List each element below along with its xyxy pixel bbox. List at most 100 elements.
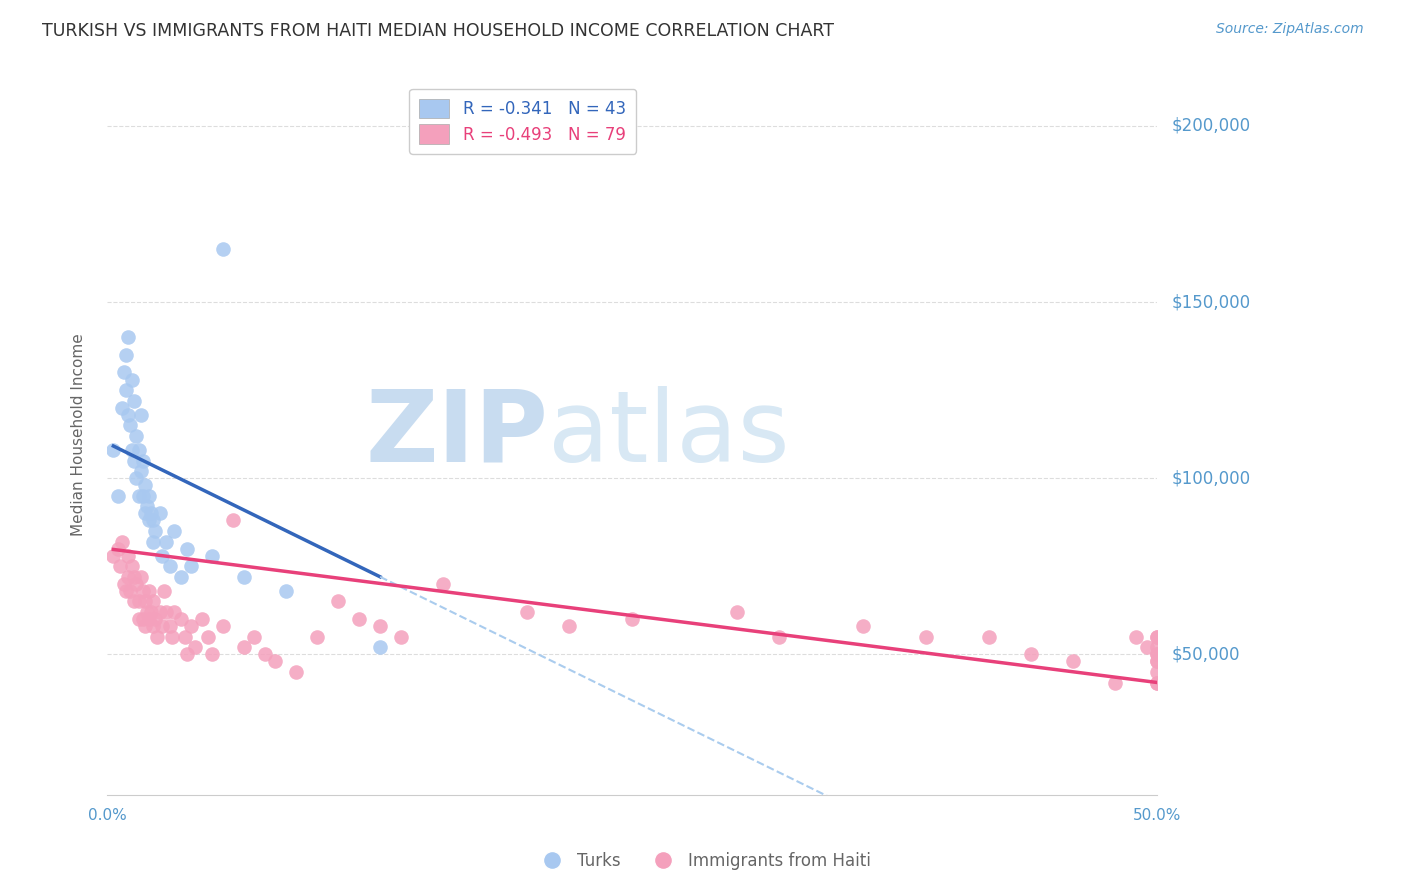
Point [979,630,1001,644]
Point [1146,665,1168,679]
Point [129,464,152,478]
Point [121,372,143,386]
Point [132,489,155,503]
Point [125,471,148,485]
Point [201,648,224,662]
Point [232,640,254,655]
Point [264,654,287,668]
Point [124,453,146,467]
Point [149,605,172,619]
Legend: R = -0.341   N = 43, R = -0.493   N = 79: R = -0.341 N = 43, R = -0.493 N = 79 [409,88,636,153]
Point [285,665,308,679]
Point [1146,654,1168,668]
Point [163,524,186,538]
Point [176,648,198,662]
Point [253,648,276,662]
Point [138,583,160,598]
Point [169,612,191,626]
Point [1146,630,1168,644]
Point [1146,630,1168,644]
Legend: Turks, Immigrants from Haiti: Turks, Immigrants from Haiti [529,846,877,877]
Point [768,630,790,644]
Text: Source: ZipAtlas.com: Source: ZipAtlas.com [1216,22,1364,37]
Point [211,242,233,256]
Point [132,453,155,467]
Point [142,594,165,608]
Point [621,612,644,626]
Point [124,594,146,608]
Point [558,619,581,633]
Point [1021,648,1043,662]
Point [132,612,155,626]
Point [138,489,160,503]
Point [103,442,125,457]
Point [142,513,165,527]
Point [155,605,177,619]
Point [121,442,143,457]
Point [128,612,150,626]
Text: $100,000: $100,000 [1171,469,1250,487]
Point [115,348,138,362]
Point [163,605,186,619]
Point [725,605,748,619]
Point [326,594,349,608]
Y-axis label: Median Household Income: Median Household Income [72,333,86,535]
Point [138,612,160,626]
Point [211,619,233,633]
Point [121,559,143,574]
Point [112,366,135,380]
Point [120,583,142,598]
Text: $50,000: $50,000 [1171,645,1240,664]
Point [125,577,148,591]
Point [1146,654,1168,668]
Point [136,605,159,619]
Point [1104,675,1126,690]
Point [111,401,134,415]
Point [111,534,134,549]
Point [107,489,129,503]
Point [1125,630,1147,644]
Point [134,594,156,608]
Point [243,630,266,644]
Point [142,534,165,549]
Point [115,583,138,598]
Point [516,605,538,619]
Point [1062,654,1084,668]
Point [124,393,146,408]
Point [117,549,139,563]
Point [173,630,195,644]
Point [155,534,177,549]
Point [201,549,224,563]
Point [180,619,202,633]
Point [274,583,297,598]
Point [432,577,454,591]
Point [197,630,219,644]
Point [112,577,135,591]
Text: TURKISH VS IMMIGRANTS FROM HAITI MEDIAN HOUSEHOLD INCOME CORRELATION CHART: TURKISH VS IMMIGRANTS FROM HAITI MEDIAN … [42,22,834,40]
Point [1146,648,1168,662]
Point [852,619,875,633]
Text: $200,000: $200,000 [1171,117,1250,135]
Point [150,619,173,633]
Point [1146,675,1168,690]
Point [117,570,139,584]
Point [184,640,207,655]
Point [145,524,167,538]
Point [1146,675,1168,690]
Point [128,489,150,503]
Point [145,612,167,626]
Point [180,559,202,574]
Point [125,429,148,443]
Point [176,541,198,556]
Point [150,549,173,563]
Point [128,442,150,457]
Point [368,640,391,655]
Point [368,619,391,633]
Point [134,507,156,521]
Text: ZIP: ZIP [366,385,548,483]
Point [103,549,125,563]
Point [108,559,131,574]
Point [159,559,181,574]
Point [124,570,146,584]
Point [169,570,191,584]
